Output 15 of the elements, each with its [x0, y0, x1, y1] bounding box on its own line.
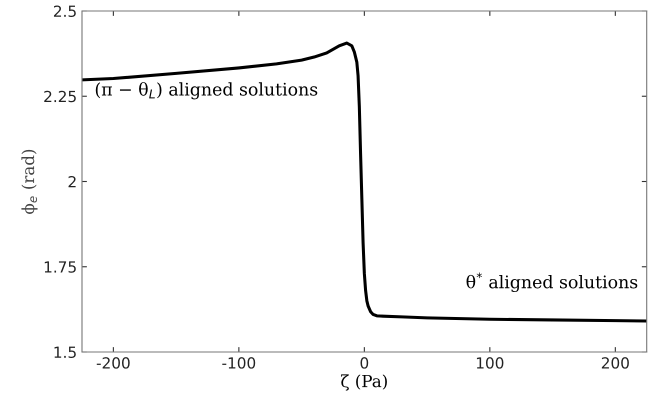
y-tick-label: 1.75: [44, 261, 76, 273]
x-tick-label: 200: [602, 357, 629, 369]
x-tick-label: 0: [360, 357, 368, 369]
y-tick-label: 2.5: [54, 5, 76, 18]
y-tick-label: 2: [68, 176, 76, 188]
line-series: [82, 42, 647, 322]
annotation: θ$^{*}$ aligned solutions: [466, 272, 638, 292]
annotation: (π − θ$_{L}$) aligned solutions: [96, 82, 318, 100]
y-axis-title: ϕ$_{e}$ (rad): [21, 150, 38, 214]
x-tick-label: -100: [222, 357, 256, 369]
y-tick-label: 2.25: [44, 90, 76, 102]
x-axis-title: ζ (Pa): [341, 374, 387, 391]
y-tick-label: 1.5: [54, 346, 76, 358]
x-tick-label: -200: [96, 357, 130, 369]
x-tick-label: 100: [476, 357, 504, 369]
